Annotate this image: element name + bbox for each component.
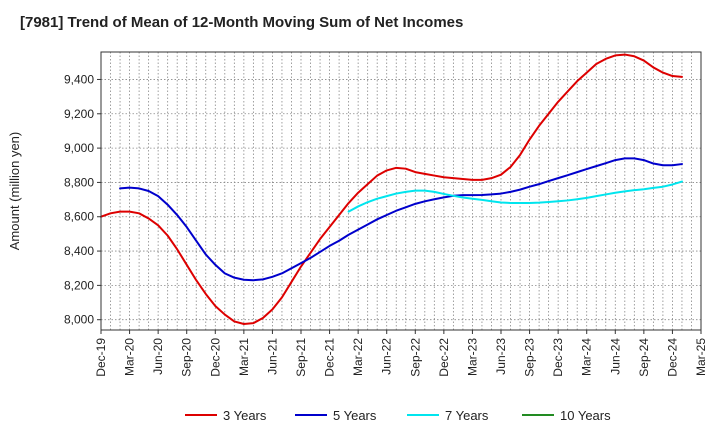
x-tick-label: Sep-20 (180, 338, 194, 377)
x-tick-label: Dec-19 (94, 338, 108, 377)
y-tick-label: 8,600 (64, 210, 94, 224)
x-tick-label: Mar-24 (580, 338, 594, 376)
x-tick-label: Dec-24 (665, 338, 679, 377)
y-tick-label: 8,400 (64, 244, 94, 258)
x-tick-label: Dec-23 (551, 338, 565, 377)
x-tick-label: Sep-23 (523, 338, 537, 377)
y-tick-labels: 8,000 8,200 8,400 8,600 8,800 9,000 9,200 9,400 (64, 72, 101, 327)
y-tick-label: 9,400 (64, 72, 94, 86)
y-axis-title: Amount (million yen) (7, 132, 22, 251)
y-tick-label: 8,200 (64, 278, 94, 292)
x-tick-label: Jun-21 (265, 338, 279, 375)
x-tick-label: Dec-22 (437, 338, 451, 377)
y-tick-label: 9,000 (64, 141, 94, 155)
x-tick-label: Dec-20 (208, 338, 222, 377)
y-tick-label: 8,000 (64, 313, 94, 327)
series-line-5-years (119, 157, 683, 282)
series-line-3-years (100, 53, 683, 325)
x-tick-label: Jun-24 (608, 338, 622, 375)
legend: 3 Years 5 Years 7 Years 10 Years (185, 408, 611, 423)
y-tick-label: 8,800 (64, 175, 94, 189)
x-tick-label: Mar-20 (123, 338, 137, 376)
x-tick-label: Jun-22 (380, 338, 394, 375)
grid-layer (100, 52, 702, 330)
x-tick-label: Sep-21 (294, 338, 308, 377)
legend-label-7-years: 7 Years (445, 408, 489, 423)
x-tick-label: Mar-22 (351, 338, 365, 376)
series-layer (100, 53, 683, 325)
y-tick-label: 9,200 (64, 107, 94, 121)
x-tick-label: Mar-21 (237, 338, 251, 376)
legend-label-5-years: 5 Years (333, 408, 377, 423)
x-tick-label: Sep-22 (408, 338, 422, 377)
x-tick-label: Mar-25 (694, 338, 708, 376)
legend-label-3-years: 3 Years (223, 408, 267, 423)
series-line-7-years (347, 180, 683, 213)
x-tick-label: Jun-23 (494, 338, 508, 375)
x-tick-label: Jun-20 (151, 338, 165, 375)
x-tick-label: Mar-23 (465, 338, 479, 376)
legend-label-10-years: 10 Years (560, 408, 611, 423)
plot-frame (100, 51, 702, 331)
x-tick-label: Dec-21 (323, 338, 337, 377)
x-tick-label: Sep-24 (637, 338, 651, 377)
x-tick-labels: Dec-19 Mar-20 Jun-20 Sep-20 Dec-20 Mar-21 Jun-… (94, 330, 708, 377)
chart-title: [7981] Trend of Mean of 12-Month Moving … (20, 14, 464, 31)
